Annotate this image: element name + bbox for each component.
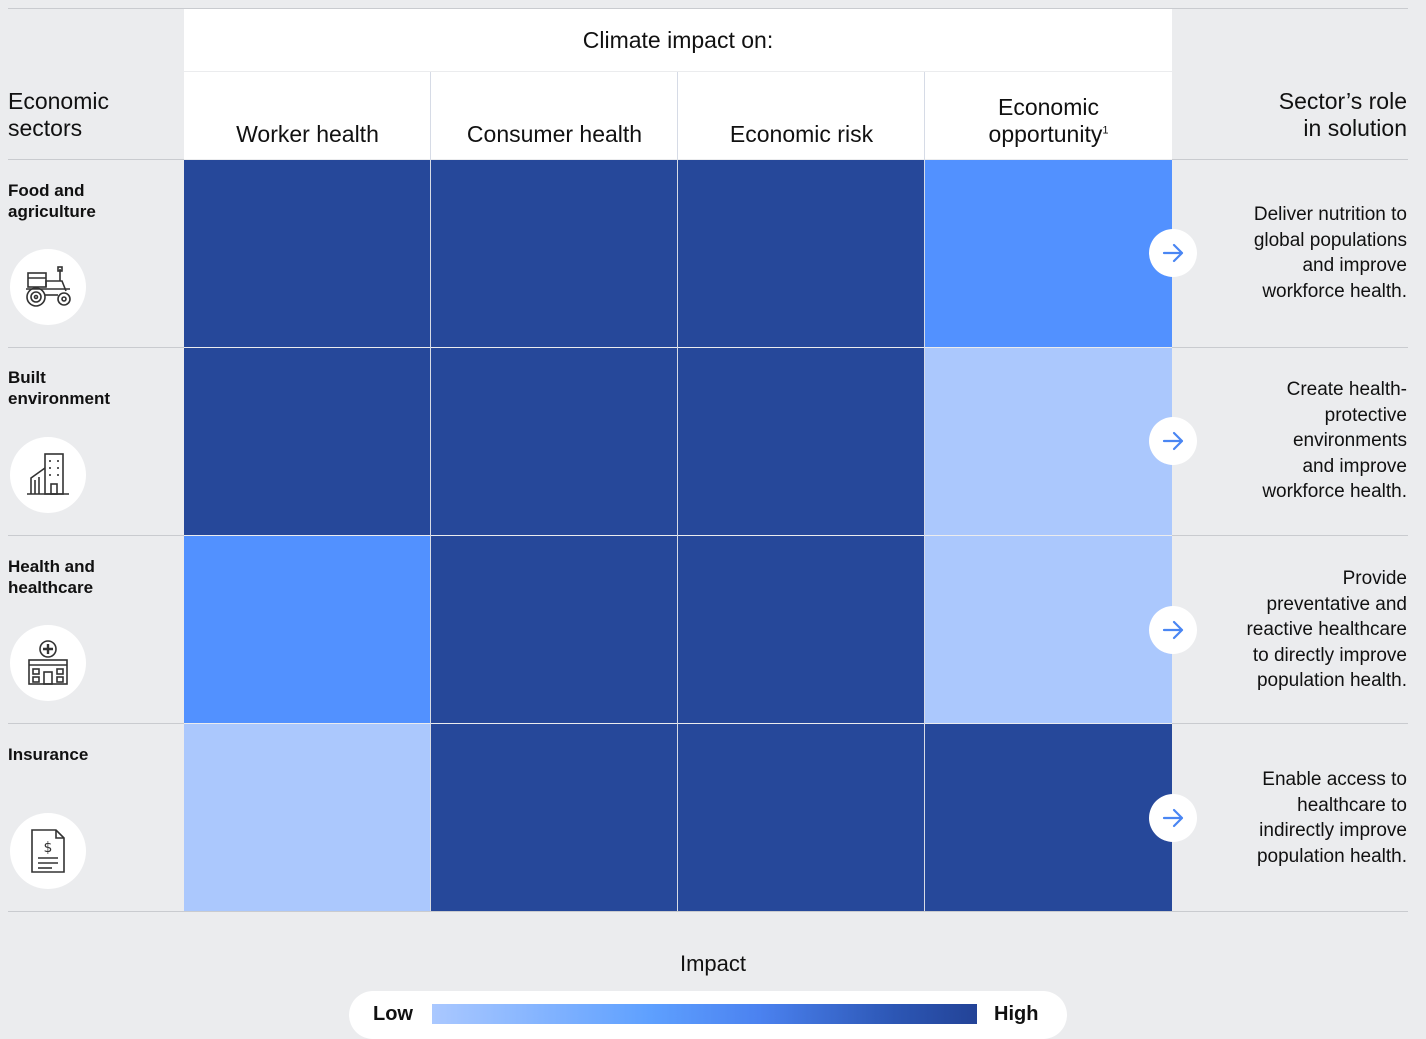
heatmap-cell	[431, 724, 677, 911]
arrow-right-icon[interactable]	[1149, 794, 1197, 842]
role-line: environments	[1292, 430, 1407, 451]
heatmap-cell	[925, 536, 1172, 723]
row-rule	[8, 159, 184, 160]
bottom-rule	[8, 911, 1408, 912]
role-text-insurance: Enable access to healthcare to indirectl…	[1207, 767, 1407, 869]
right-header-line: Sector’s role	[1278, 88, 1407, 114]
role-line: workforce health.	[1262, 481, 1407, 502]
role-line: reactive healthcare	[1246, 619, 1407, 640]
role-line: Create health-	[1286, 379, 1407, 400]
sector-label-line: environment	[8, 389, 111, 408]
row-rule	[8, 535, 184, 536]
sector-label-line: healthcare	[8, 578, 94, 597]
heatmap-cell	[431, 160, 677, 347]
heatmap-cell	[431, 536, 677, 723]
row-rule	[8, 347, 184, 348]
legend-high-label: High	[994, 1003, 1039, 1025]
buildings-icon	[10, 437, 86, 513]
row-rule	[8, 723, 184, 724]
column-header-economic-risk: Economic risk	[729, 121, 874, 147]
sector-label-food-agriculture: Food and agriculture	[8, 180, 96, 222]
role-line: workforce health.	[1262, 280, 1407, 302]
heatmap-cell	[184, 724, 430, 911]
heatmap-cell	[431, 348, 677, 535]
right-header-line: in solution	[1303, 115, 1407, 141]
row-rule	[1172, 159, 1408, 160]
heatmap-cell	[678, 724, 924, 911]
heatmap-cell	[678, 536, 924, 723]
row-rule	[1172, 723, 1408, 724]
legend-low-label: Low	[373, 1003, 413, 1025]
column-group-header: Climate impact on:	[184, 9, 1172, 71]
right-header: Sector’s role in solution	[1279, 88, 1407, 142]
arrow-right-icon[interactable]	[1149, 606, 1197, 654]
sector-label-line: Insurance	[8, 745, 89, 764]
row-rule	[1172, 535, 1408, 536]
column-header-line2: opportunity	[988, 121, 1103, 147]
row-rule	[1172, 347, 1408, 348]
role-line: preventative and	[1266, 593, 1408, 615]
role-line: population health.	[1256, 670, 1407, 691]
tractor-icon	[10, 249, 86, 325]
heatmap-cell	[925, 348, 1172, 535]
role-line: global populations	[1253, 229, 1407, 251]
arrow-right-icon[interactable]	[1149, 417, 1197, 465]
column-header-line: opportunity1	[925, 121, 1172, 148]
role-line: population health.	[1256, 845, 1407, 867]
heatmap-gridline	[924, 72, 925, 911]
insurance-document-icon: $	[10, 813, 86, 889]
role-line: Enable access to	[1262, 769, 1407, 790]
column-header-consumer-health: Consumer health	[466, 121, 643, 147]
column-header-economic-opportunity: Economic opportunity1	[925, 94, 1172, 148]
heatmap-gridline	[677, 72, 678, 911]
heatmap-cell	[925, 724, 1172, 911]
role-line: Deliver nutrition to	[1253, 204, 1407, 225]
role-line: protective	[1324, 404, 1407, 426]
heatmap-cell	[184, 536, 430, 723]
left-header: Economic sectors	[8, 88, 109, 142]
heatmap-cell	[678, 160, 924, 347]
heatmap-cell	[184, 160, 430, 347]
footnote-marker: 1	[1102, 124, 1109, 137]
sector-label-line: Health and	[8, 557, 95, 576]
role-line: healthcare to	[1297, 794, 1407, 816]
hospital-icon	[10, 625, 86, 701]
arrow-right-icon[interactable]	[1149, 229, 1197, 277]
legend-gradient-bar	[432, 1004, 977, 1024]
role-text-food-agriculture: Deliver nutrition to global populations …	[1207, 202, 1407, 304]
role-line: indirectly improve	[1259, 820, 1407, 841]
sector-label-line: Built	[8, 368, 46, 387]
column-headers	[184, 72, 1172, 159]
sector-label-health-healthcare: Health and healthcare	[8, 556, 95, 598]
column-header-worker-health: Worker health	[236, 121, 379, 147]
sector-label-insurance: Insurance	[8, 744, 88, 765]
sector-label-built-environment: Built environment	[8, 367, 110, 409]
left-header-line: Economic	[8, 88, 109, 114]
legend-title: Impact	[679, 951, 747, 976]
column-group-title: Climate impact on:	[582, 27, 774, 53]
column-header-line: Economic	[998, 94, 1099, 120]
svg-text:$: $	[44, 840, 53, 856]
role-line: Provide	[1342, 568, 1407, 589]
sector-label-line: agriculture	[8, 202, 96, 221]
role-text-built-environment: Create health- protective environments a…	[1207, 377, 1407, 505]
top-rule	[8, 8, 1408, 9]
role-line: to directly improve	[1252, 644, 1407, 666]
role-line: and improve	[1302, 455, 1407, 477]
role-line: and improve	[1302, 255, 1407, 276]
role-text-health-healthcare: Provide preventative and reactive health…	[1207, 566, 1407, 694]
sector-label-line: Food and	[8, 181, 85, 200]
heatmap-cell	[925, 160, 1172, 347]
heatmap-cell	[184, 348, 430, 535]
left-header-line: sectors	[8, 115, 83, 141]
heatmap-cell	[678, 348, 924, 535]
heatmap-gridline	[430, 72, 431, 911]
